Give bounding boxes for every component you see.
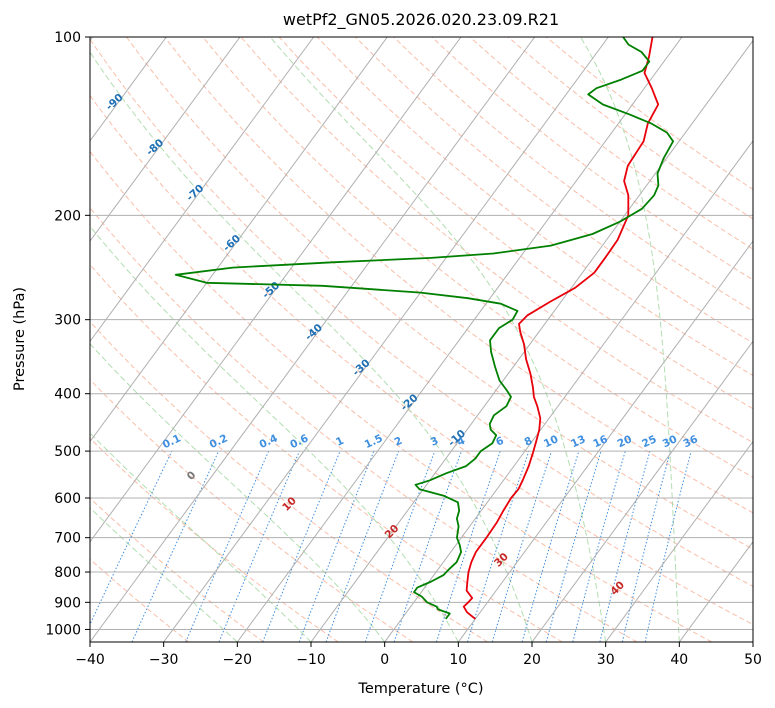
- dry-adiabat-line: [278, 37, 753, 410]
- mixing-ratio-label: 4: [455, 435, 467, 449]
- mixing-ratio-line: [185, 450, 270, 642]
- dry-adiabat-line: [90, 94, 753, 626]
- moist-adiabat-line: [580, 37, 680, 642]
- dry-adiabat-line: [90, 437, 339, 642]
- mixing-ratio-label: 16: [591, 433, 609, 450]
- mixing-ratio-line: [364, 450, 436, 642]
- plot-frame: [89, 36, 754, 643]
- x-tick-label: 0: [380, 652, 389, 668]
- y-tick-label: 800: [54, 565, 81, 581]
- isotherm-line: [457, 240, 753, 642]
- x-tick-label: −10: [296, 652, 326, 668]
- dry-adiabat-line: [240, 37, 753, 444]
- moist-adiabat-line: [269, 37, 607, 642]
- x-axis-title: Temperature (°C): [357, 681, 483, 697]
- isotherm-line: [90, 37, 241, 242]
- dry-adiabat-line: [125, 37, 753, 550]
- mixing-ratio-line: [435, 450, 501, 642]
- y-tick-label: 100: [54, 30, 81, 46]
- isotherm-line: [605, 440, 753, 642]
- dry-adiabat-line: [90, 38, 753, 587]
- isotherm-line: [236, 37, 683, 642]
- dry-adiabat-line: [90, 263, 563, 642]
- dewpoint-profile-line: [174, 37, 674, 620]
- isotherm-label: -100: [59, 46, 87, 73]
- mixing-ratio-label: 25: [640, 433, 658, 450]
- isotherm-line: [310, 39, 753, 642]
- moist-adiabat-line: [90, 225, 459, 642]
- y-tick-label: 600: [54, 491, 81, 507]
- mixing-ratio-label: 36: [681, 433, 699, 450]
- x-tick-label: 30: [597, 652, 615, 668]
- mixing-ratio-line: [90, 450, 173, 626]
- dry-adiabat-line: [392, 37, 753, 312]
- y-tick-label: 900: [54, 595, 81, 611]
- y-tick-label: 300: [54, 313, 81, 329]
- dry-adiabat-line: [430, 37, 753, 281]
- x-tick-label: −20: [223, 652, 253, 668]
- mixing-ratio-line: [644, 450, 692, 642]
- moist-adiabat-line: [90, 343, 386, 642]
- isotherm-line: [752, 641, 753, 642]
- axes: −40 −30 −20 −10 0 10 20 30 40 50 100 200 300 400 500 60…: [45, 30, 762, 668]
- y-tick-label: 200: [54, 208, 81, 224]
- y-tick-label: 500: [54, 444, 81, 460]
- x-tick-label: 50: [744, 652, 762, 668]
- dry-adiabat-line: [90, 558, 190, 642]
- x-tick-label: 10: [449, 652, 467, 668]
- dry-adiabat-line: [163, 37, 753, 514]
- temperature-profile-line: [462, 37, 660, 620]
- y-tick-label: 400: [54, 387, 81, 403]
- profile-series: [174, 37, 674, 620]
- mixing-ratio-label: 8: [523, 435, 535, 449]
- mixing-ratio-label: 20: [616, 433, 634, 450]
- mixing-ratio-line: [521, 450, 580, 642]
- isotherm-line: [90, 37, 388, 443]
- x-tick-label: −30: [149, 652, 179, 668]
- mixing-ratio-line: [262, 450, 341, 642]
- x-tick-label: 40: [670, 652, 688, 668]
- mixing-ratio-label: 30: [661, 433, 679, 450]
- mixing-ratio-label: 6: [494, 435, 506, 449]
- mixing-ratio-label: 10: [542, 433, 560, 450]
- isotherm-line: [90, 37, 536, 642]
- plot-area: 0.1 0.2 0.4 0.6 1 1.5 2 3 4 6 8 10 13 16 20 25 30 36-100-…: [59, 37, 753, 642]
- isotherm-line: [90, 37, 315, 343]
- mixing-ratio-line: [218, 450, 300, 642]
- mixing-ratio-line: [599, 450, 651, 642]
- mixing-ratio-label: 13: [569, 433, 587, 450]
- chart-title: wetPf2_GN05.2026.020.23.09.R21: [283, 10, 559, 30]
- mixing-ratio-label: 3: [429, 435, 441, 449]
- isotherm-line: [90, 37, 167, 142]
- mixing-ratio-line: [325, 450, 400, 642]
- moist-adiabat-line: [90, 51, 533, 642]
- y-axis-title: Pressure (hPa): [12, 287, 28, 391]
- mixing-ratio-line: [572, 450, 626, 642]
- mixing-ratio-line: [298, 450, 375, 642]
- isotherm-line: [163, 37, 609, 642]
- isobar-grid: [90, 37, 753, 630]
- x-tick-label: −40: [75, 652, 105, 668]
- mixing-ratio-label: 2: [393, 435, 405, 449]
- y-tick-label: 700: [54, 531, 81, 547]
- y-tick-label: 1000: [45, 622, 81, 638]
- mixing-ratio-line: [545, 450, 602, 642]
- dry-adiabat-line: [90, 321, 488, 642]
- x-tick-label: 20: [523, 652, 541, 668]
- isotherm-line: [531, 340, 753, 642]
- mixing-ratio-label: 1: [334, 435, 346, 449]
